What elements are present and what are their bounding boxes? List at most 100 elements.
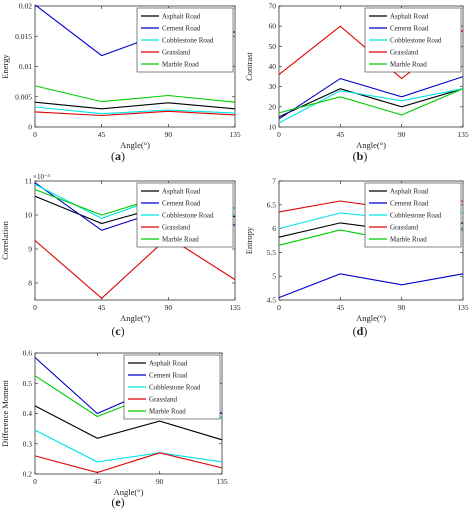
y-tick-label: 0.5 — [23, 379, 33, 388]
legend-entry: Marble Road — [162, 61, 199, 69]
x-tick-label: 90 — [398, 130, 406, 139]
legend-entry: Grassland — [390, 49, 418, 57]
legend-entry: Cobblestone Road — [149, 384, 201, 392]
legend-entry: Cement Road — [162, 200, 201, 208]
y-tick-label: 40 — [269, 62, 277, 71]
y-tick-label: 30 — [269, 82, 277, 91]
legend: Asphalt Road Cement Road Cobblestone Road G… — [364, 7, 462, 73]
x-tick-label: 90 — [156, 477, 164, 486]
x-tick-label: 0 — [33, 303, 37, 312]
legend-entry: Marble Road — [149, 408, 186, 416]
series-line-grassland — [34, 110, 236, 117]
y-tick-label: 5 — [272, 272, 276, 281]
y-axis-label: Correlation — [0, 220, 10, 259]
x-tick-label: 135 — [457, 130, 469, 139]
x-tick-label: 0 — [33, 477, 37, 486]
legend-entry: Asphalt Road — [149, 360, 188, 368]
series-line-marble-road — [34, 85, 236, 103]
x-tick-label: 135 — [229, 303, 241, 312]
y-tick-label: 0 — [28, 123, 32, 132]
legend-entry: Asphalt Road — [390, 13, 429, 21]
y-tick-label: 0.02 — [19, 2, 32, 11]
x-axis-label: Angle(°) — [114, 487, 144, 497]
y-tick-label: 11 — [25, 177, 32, 186]
y-tick-label: 50 — [269, 42, 277, 51]
y-tick-label: 5.5 — [267, 248, 277, 257]
series-line-marble-road — [278, 88, 464, 116]
legend-entry: Cement Road — [390, 25, 429, 33]
y-tick-label: 60 — [269, 22, 277, 31]
x-tick-label: 135 — [229, 130, 241, 139]
legend-entry: Asphalt Road — [162, 188, 201, 196]
legend-entry: Cobblestone Road — [390, 37, 442, 45]
y-tick-label: 0.4 — [23, 409, 33, 418]
y-tick-label: 0.015 — [15, 32, 32, 41]
x-tick-label: 45 — [98, 130, 106, 139]
y-tick-label: 9 — [28, 245, 32, 254]
legend-entry: Grassland — [162, 224, 190, 232]
x-tick-label: 0 — [277, 130, 281, 139]
y-tick-label: 6 — [272, 224, 276, 233]
chart-panel-1: 0 45 90 135 0 0.005 0.01 0.015 0.02 Angle(°) Energ… — [0, 2, 241, 164]
legend-entry: Asphalt Road — [390, 188, 429, 196]
chart-panel-5: 0 45 90 135 0.2 0.3 0.4 0.5 0.6 Angle(°) Differenc… — [0, 349, 228, 510]
legend-entry: Cement Road — [162, 25, 201, 33]
legend-entry: Cement Road — [390, 200, 429, 208]
panel-caption: (c) — [111, 324, 124, 338]
y-axis-label: Difference Moment — [0, 379, 10, 447]
y-tick-label: 0.005 — [15, 92, 32, 101]
series-line-cement-road — [278, 76, 464, 120]
x-tick-label: 0 — [277, 303, 281, 312]
legend: Asphalt Road Cement Road Cobblestone Road G… — [136, 7, 234, 73]
legend-entry: Cobblestone Road — [162, 212, 214, 220]
chart-panel-4: 0 45 90 135 4.5 5 5.5 6 6.5 7 Angle(°) Entropy Aspha… — [244, 177, 469, 339]
x-tick-label: 45 — [98, 303, 106, 312]
y-tick-label: 0.3 — [23, 439, 33, 448]
panel-caption: (d) — [353, 324, 368, 338]
y-axis-exponent: ×10⁻³ — [33, 173, 50, 181]
chart-panel-2: 0 45 90 135 10 20 30 40 50 60 70 Angle(°) Contrast As… — [244, 2, 469, 164]
legend-entry: Grassland — [149, 396, 177, 404]
y-axis-label: Energy — [0, 54, 10, 79]
series-line-grassland — [34, 452, 223, 474]
x-axis-label: Angle(°) — [356, 313, 386, 323]
y-tick-label: 10 — [25, 211, 33, 220]
x-tick-label: 45 — [337, 130, 345, 139]
legend-entry: Marble Road — [162, 236, 199, 244]
y-tick-label: 20 — [269, 102, 277, 111]
y-axis-label: Entropy — [244, 226, 254, 254]
x-tick-label: 45 — [337, 303, 345, 312]
chart-panel-3: 0 45 90 135 8 9 10 11 ×10⁻³ Angle(°) Correlation As… — [0, 173, 241, 338]
series-line-cobblestone-road — [34, 429, 223, 463]
y-axis-label: Contrast — [244, 51, 254, 80]
panel-caption: (b) — [353, 149, 368, 163]
y-tick-label: 7 — [272, 177, 276, 186]
legend: Asphalt Road Cement Road Cobblestone Road G… — [136, 182, 234, 248]
legend-entry: Marble Road — [390, 236, 427, 244]
x-tick-label: 135 — [457, 303, 469, 312]
legend-entry: Grassland — [390, 224, 418, 232]
y-tick-label: 8 — [28, 279, 32, 288]
series-line-grassland — [34, 236, 236, 300]
x-axis-label: Angle(°) — [356, 140, 386, 150]
y-tick-label: 0.6 — [23, 349, 33, 358]
legend-entry: Grassland — [162, 49, 190, 57]
legend: Asphalt Road Cement Road Cobblestone Road G… — [123, 354, 221, 420]
y-tick-label: 10 — [269, 123, 277, 132]
legend-entry: Asphalt Road — [162, 13, 201, 21]
legend-entry: Cement Road — [149, 372, 188, 380]
y-tick-label: 6.5 — [267, 200, 277, 209]
series-line-cement-road — [278, 273, 464, 299]
x-tick-label: 90 — [398, 303, 406, 312]
x-tick-label: 90 — [165, 303, 173, 312]
panel-caption: (e) — [111, 495, 124, 509]
y-tick-label: 0.2 — [23, 470, 33, 479]
y-tick-label: 4.5 — [267, 296, 277, 305]
legend-entry: Marble Road — [390, 61, 427, 69]
x-tick-label: 0 — [33, 130, 37, 139]
x-tick-label: 45 — [94, 477, 102, 486]
x-axis-label: Angle(°) — [120, 313, 150, 323]
y-tick-label: 0.01 — [19, 62, 32, 71]
panel-caption: (a) — [111, 149, 125, 163]
